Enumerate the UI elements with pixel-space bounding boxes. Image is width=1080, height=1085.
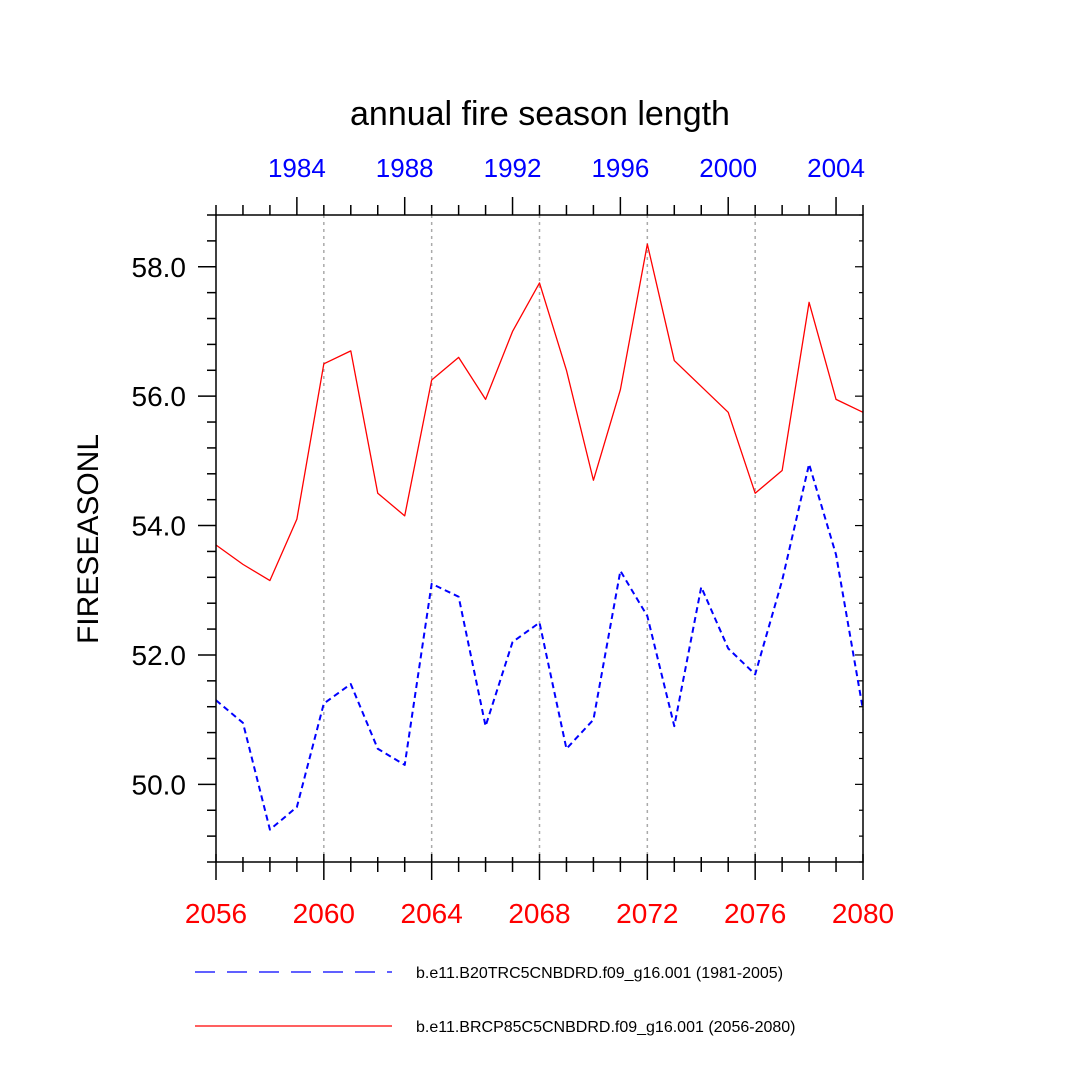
series-lines <box>215 243 864 831</box>
bottom-tick-label-2076: 2076 <box>724 898 786 929</box>
legend-label-2: b.e11.BRCP85C5CNBDRD.f09_g16.001 (2056-2… <box>416 1019 795 1036</box>
y-axis-label: FIRESEASONL <box>72 434 105 644</box>
top-tick-label-1984: 1984 <box>268 153 326 183</box>
top-tick-label-1992: 1992 <box>484 153 542 183</box>
y-tick-label-54: 54.0 <box>132 511 187 542</box>
grid-lines <box>323 215 756 862</box>
series-line-1 <box>215 463 864 831</box>
series-line-2 <box>215 243 864 582</box>
chart-title: annual fire season length <box>350 95 730 133</box>
axes: 2056 2060 2064 2068 2072 2076 2080 1984 1988 1992… <box>132 153 895 929</box>
y-tick-label-52: 52.0 <box>132 640 187 671</box>
legend-label-1: b.e11.B20TRC5CNBDRD.f09_g16.001 (1981-20… <box>416 965 783 982</box>
top-tick-label-1996: 1996 <box>591 153 649 183</box>
top-tick-label-2000: 2000 <box>699 153 757 183</box>
top-tick-label-1988: 1988 <box>376 153 434 183</box>
top-tick-label-2004: 2004 <box>807 153 865 183</box>
bottom-tick-label-2080: 2080 <box>832 898 894 929</box>
y-tick-label-50: 50.0 <box>132 769 187 800</box>
bottom-tick-label-2072: 2072 <box>616 898 678 929</box>
y-tick-label-56: 56.0 <box>132 381 187 412</box>
bottom-tick-label-2056: 2056 <box>185 898 247 929</box>
legend: b.e11.B20TRC5CNBDRD.f09_g16.001 (1981-20… <box>195 965 795 1036</box>
bottom-tick-label-2060: 2060 <box>293 898 355 929</box>
bottom-tick-label-2068: 2068 <box>508 898 570 929</box>
bottom-tick-label-2064: 2064 <box>401 898 463 929</box>
y-tick-label-58: 58.0 <box>132 252 187 283</box>
